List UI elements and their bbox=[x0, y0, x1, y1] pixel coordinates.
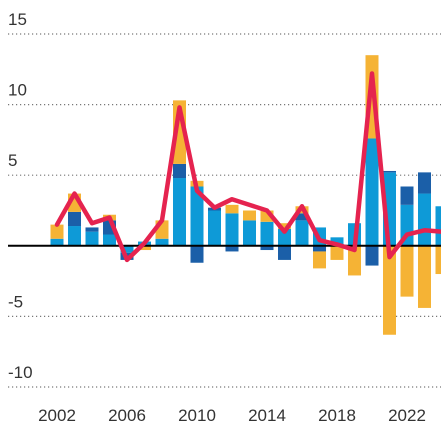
bar bbox=[365, 245, 379, 266]
bar bbox=[85, 231, 99, 246]
bar bbox=[68, 226, 81, 246]
bar bbox=[190, 186, 204, 246]
bar bbox=[418, 193, 431, 246]
bar bbox=[330, 245, 344, 260]
y-tick-label: 15 bbox=[8, 10, 27, 29]
bar bbox=[400, 186, 414, 205]
line bbox=[54, 71, 441, 263]
bar bbox=[278, 223, 291, 229]
bar bbox=[225, 204, 239, 214]
x-tick-label: 2006 bbox=[108, 406, 146, 425]
bar bbox=[313, 251, 326, 269]
bar bbox=[365, 138, 379, 246]
bar bbox=[418, 245, 431, 308]
y-tick-label: 10 bbox=[8, 81, 27, 100]
bar bbox=[138, 245, 151, 251]
bar bbox=[225, 245, 239, 252]
y-tick-label: -10 bbox=[8, 363, 33, 382]
bar bbox=[85, 227, 99, 232]
bar bbox=[50, 224, 64, 239]
bar bbox=[313, 245, 326, 252]
bar bbox=[260, 245, 274, 251]
x-tick-label: 2002 bbox=[38, 406, 76, 425]
bar bbox=[330, 237, 344, 246]
bar bbox=[383, 245, 396, 335]
bar bbox=[418, 172, 431, 194]
bar bbox=[295, 213, 309, 221]
bar bbox=[278, 228, 291, 246]
bar bbox=[278, 245, 291, 260]
x-tick-label: 2022 bbox=[388, 406, 426, 425]
bar bbox=[435, 206, 441, 246]
bar bbox=[190, 245, 204, 263]
bar bbox=[243, 210, 256, 221]
bar bbox=[260, 221, 274, 246]
y-tick-label: 5 bbox=[8, 151, 17, 170]
x-tick-label: 2010 bbox=[178, 406, 216, 425]
bar bbox=[295, 220, 309, 246]
bar bbox=[243, 220, 256, 246]
bar bbox=[173, 163, 186, 179]
bar bbox=[383, 170, 396, 173]
bar bbox=[400, 245, 414, 297]
bar bbox=[260, 210, 274, 222]
bar bbox=[120, 245, 134, 253]
x-tick-label: 2018 bbox=[318, 406, 356, 425]
bar bbox=[103, 234, 116, 246]
bar bbox=[155, 238, 169, 246]
bar bbox=[225, 213, 239, 246]
bar bbox=[173, 178, 186, 246]
bar bbox=[348, 245, 361, 276]
bar bbox=[208, 210, 221, 246]
y-tick-label: -5 bbox=[8, 292, 23, 311]
bar bbox=[68, 211, 81, 227]
bar bbox=[435, 245, 441, 275]
bar bbox=[50, 238, 64, 246]
x-tick-label: 2014 bbox=[248, 406, 286, 425]
